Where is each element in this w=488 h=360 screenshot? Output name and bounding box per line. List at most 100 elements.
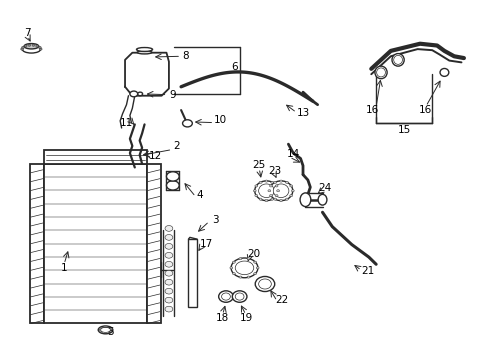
Bar bbox=[188, 239, 197, 307]
Circle shape bbox=[279, 199, 282, 202]
Ellipse shape bbox=[231, 258, 257, 278]
Circle shape bbox=[166, 172, 179, 181]
Circle shape bbox=[289, 194, 292, 197]
Text: 23: 23 bbox=[267, 166, 281, 176]
Text: 25: 25 bbox=[252, 160, 265, 170]
Ellipse shape bbox=[22, 45, 41, 53]
Circle shape bbox=[264, 199, 267, 202]
Circle shape bbox=[253, 261, 256, 263]
Ellipse shape bbox=[374, 66, 386, 79]
Text: 21: 21 bbox=[360, 266, 373, 276]
Circle shape bbox=[269, 185, 272, 187]
Ellipse shape bbox=[393, 55, 402, 64]
Ellipse shape bbox=[24, 44, 39, 49]
Text: 16: 16 bbox=[366, 105, 379, 115]
Circle shape bbox=[246, 257, 249, 260]
Text: 3: 3 bbox=[211, 215, 218, 225]
Circle shape bbox=[246, 276, 249, 278]
Polygon shape bbox=[125, 53, 168, 96]
Ellipse shape bbox=[258, 279, 271, 289]
Circle shape bbox=[267, 190, 270, 192]
Text: 15: 15 bbox=[397, 125, 410, 135]
Ellipse shape bbox=[221, 293, 230, 300]
Ellipse shape bbox=[137, 51, 152, 54]
Circle shape bbox=[28, 44, 31, 46]
Circle shape bbox=[229, 267, 232, 269]
Circle shape bbox=[269, 194, 272, 197]
Circle shape bbox=[275, 185, 278, 187]
Circle shape bbox=[164, 226, 172, 231]
Text: 6: 6 bbox=[231, 62, 238, 72]
Text: 19: 19 bbox=[239, 313, 252, 323]
Text: 2: 2 bbox=[173, 141, 179, 151]
Circle shape bbox=[289, 185, 292, 187]
Text: 9: 9 bbox=[169, 90, 175, 100]
Text: 7: 7 bbox=[24, 28, 31, 38]
Circle shape bbox=[36, 45, 39, 47]
Circle shape bbox=[270, 181, 273, 184]
Circle shape bbox=[273, 181, 276, 184]
Text: 22: 22 bbox=[275, 295, 288, 305]
Ellipse shape bbox=[136, 48, 152, 51]
Circle shape bbox=[273, 198, 276, 200]
Circle shape bbox=[275, 194, 278, 197]
Circle shape bbox=[24, 45, 27, 47]
Text: 20: 20 bbox=[247, 248, 260, 258]
Circle shape bbox=[276, 190, 279, 192]
Text: 5: 5 bbox=[107, 327, 114, 337]
Ellipse shape bbox=[235, 293, 244, 300]
Ellipse shape bbox=[232, 291, 246, 302]
Ellipse shape bbox=[269, 181, 292, 201]
Circle shape bbox=[39, 48, 42, 50]
Text: 17: 17 bbox=[200, 239, 213, 249]
Circle shape bbox=[166, 181, 179, 190]
Circle shape bbox=[285, 198, 288, 200]
Ellipse shape bbox=[101, 327, 110, 332]
Circle shape bbox=[164, 279, 172, 285]
Circle shape bbox=[239, 276, 242, 278]
Ellipse shape bbox=[391, 54, 404, 66]
Circle shape bbox=[164, 297, 172, 303]
Circle shape bbox=[21, 46, 24, 49]
Text: 10: 10 bbox=[213, 115, 226, 125]
Circle shape bbox=[291, 190, 294, 192]
Circle shape bbox=[254, 194, 257, 197]
Circle shape bbox=[256, 267, 259, 269]
Circle shape bbox=[182, 120, 192, 127]
Text: 18: 18 bbox=[216, 313, 229, 323]
Circle shape bbox=[279, 180, 282, 182]
Circle shape bbox=[285, 181, 288, 184]
Circle shape bbox=[164, 234, 172, 240]
Circle shape bbox=[259, 198, 262, 200]
Text: 16: 16 bbox=[418, 105, 431, 115]
Circle shape bbox=[164, 270, 172, 276]
Ellipse shape bbox=[258, 184, 274, 198]
Circle shape bbox=[253, 273, 256, 275]
Circle shape bbox=[164, 306, 172, 312]
Bar bbox=[147, 164, 160, 323]
Circle shape bbox=[232, 273, 235, 275]
Circle shape bbox=[259, 181, 262, 184]
Circle shape bbox=[130, 91, 138, 97]
Text: 11: 11 bbox=[119, 118, 132, 128]
Text: 12: 12 bbox=[149, 150, 162, 161]
Ellipse shape bbox=[318, 194, 326, 205]
Ellipse shape bbox=[439, 68, 448, 76]
Text: 24: 24 bbox=[318, 183, 331, 193]
Text: 8: 8 bbox=[183, 51, 189, 61]
Text: 4: 4 bbox=[196, 190, 203, 200]
Circle shape bbox=[164, 288, 172, 294]
Circle shape bbox=[20, 48, 23, 50]
Ellipse shape bbox=[376, 68, 385, 77]
Ellipse shape bbox=[218, 291, 233, 302]
Ellipse shape bbox=[255, 276, 274, 292]
Bar bbox=[30, 164, 43, 323]
Text: 1: 1 bbox=[61, 263, 67, 273]
Circle shape bbox=[270, 198, 273, 200]
Ellipse shape bbox=[235, 261, 253, 275]
Ellipse shape bbox=[98, 326, 113, 334]
Circle shape bbox=[232, 261, 235, 263]
Circle shape bbox=[253, 190, 256, 192]
Circle shape bbox=[239, 257, 242, 260]
Ellipse shape bbox=[273, 184, 288, 198]
